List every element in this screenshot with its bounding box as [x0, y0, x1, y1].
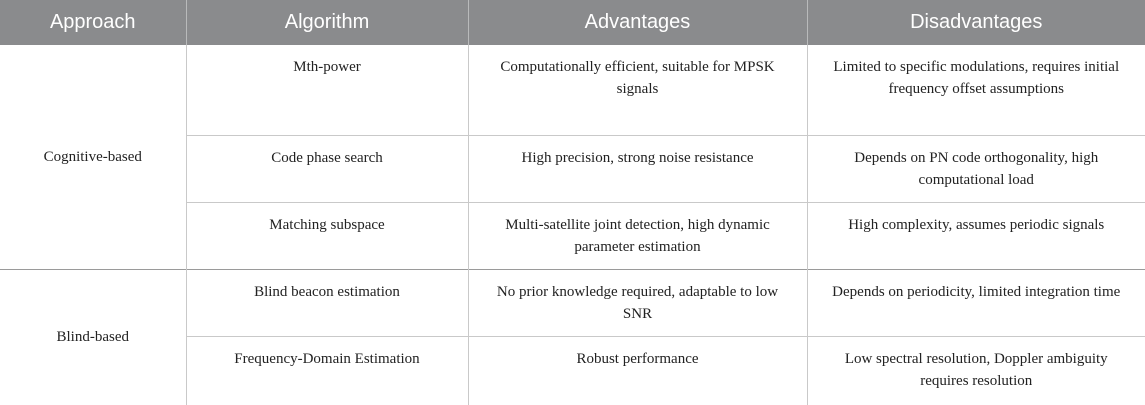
approach-cell: Cognitive-based — [43, 148, 142, 165]
table-row: Frequency-Domain Estimation Robust perfo… — [0, 335, 1145, 405]
header-row: Approach Algorithm Advantages Disadvanta… — [0, 0, 1145, 45]
table-row: Matching subspace Multi-satellite joint … — [0, 201, 1145, 269]
advantages-cell: Computationally efficient, suitable for … — [467, 45, 807, 135]
approach-cell: Blind-based — [0, 268, 186, 405]
algorithm-cell: Blind beacon estimation — [185, 268, 468, 336]
table-row: Code phase search High precision, strong… — [0, 134, 1145, 202]
disadvantages-cell: Depends on PN code orthogonality, high c… — [806, 134, 1145, 202]
advantages-cell: No prior knowledge required, adaptable t… — [467, 268, 807, 336]
algorithm-cell: Mth-power — [185, 45, 468, 135]
table-row: Blind-based Blind beacon estimation No p… — [0, 268, 1145, 405]
header-approach: Approach — [0, 0, 186, 45]
algorithm-cell: Code phase search — [185, 134, 468, 202]
header-algorithm: Algorithm — [185, 0, 468, 45]
header-advantages: Advantages — [467, 0, 807, 45]
advantages-cell: Robust performance — [467, 335, 807, 405]
advantages-cell: Multi-satellite joint detection, high dy… — [467, 201, 807, 269]
disadvantages-cell: Low spectral resolution, Doppler ambigui… — [806, 335, 1145, 405]
disadvantages-cell: High complexity, assumes periodic signal… — [806, 201, 1145, 269]
table-row: Cognitive-based Mth-power Computationall… — [0, 45, 1145, 165]
table-body: Cognitive-based Mth-power Computationall… — [0, 45, 1145, 405]
table-header: Approach Algorithm Advantages Disadvanta… — [0, 0, 1145, 45]
disadvantages-cell: Depends on periodicity, limited integrat… — [806, 268, 1145, 336]
algorithm-cell: Matching subspace — [185, 201, 468, 269]
disadvantages-cell: Limited to specific modulations, require… — [806, 45, 1145, 135]
algorithm-cell: Frequency-Domain Estimation — [185, 335, 468, 405]
header-disadvantages: Disadvantages — [806, 0, 1145, 45]
advantages-cell: High precision, strong noise resistance — [467, 134, 807, 202]
